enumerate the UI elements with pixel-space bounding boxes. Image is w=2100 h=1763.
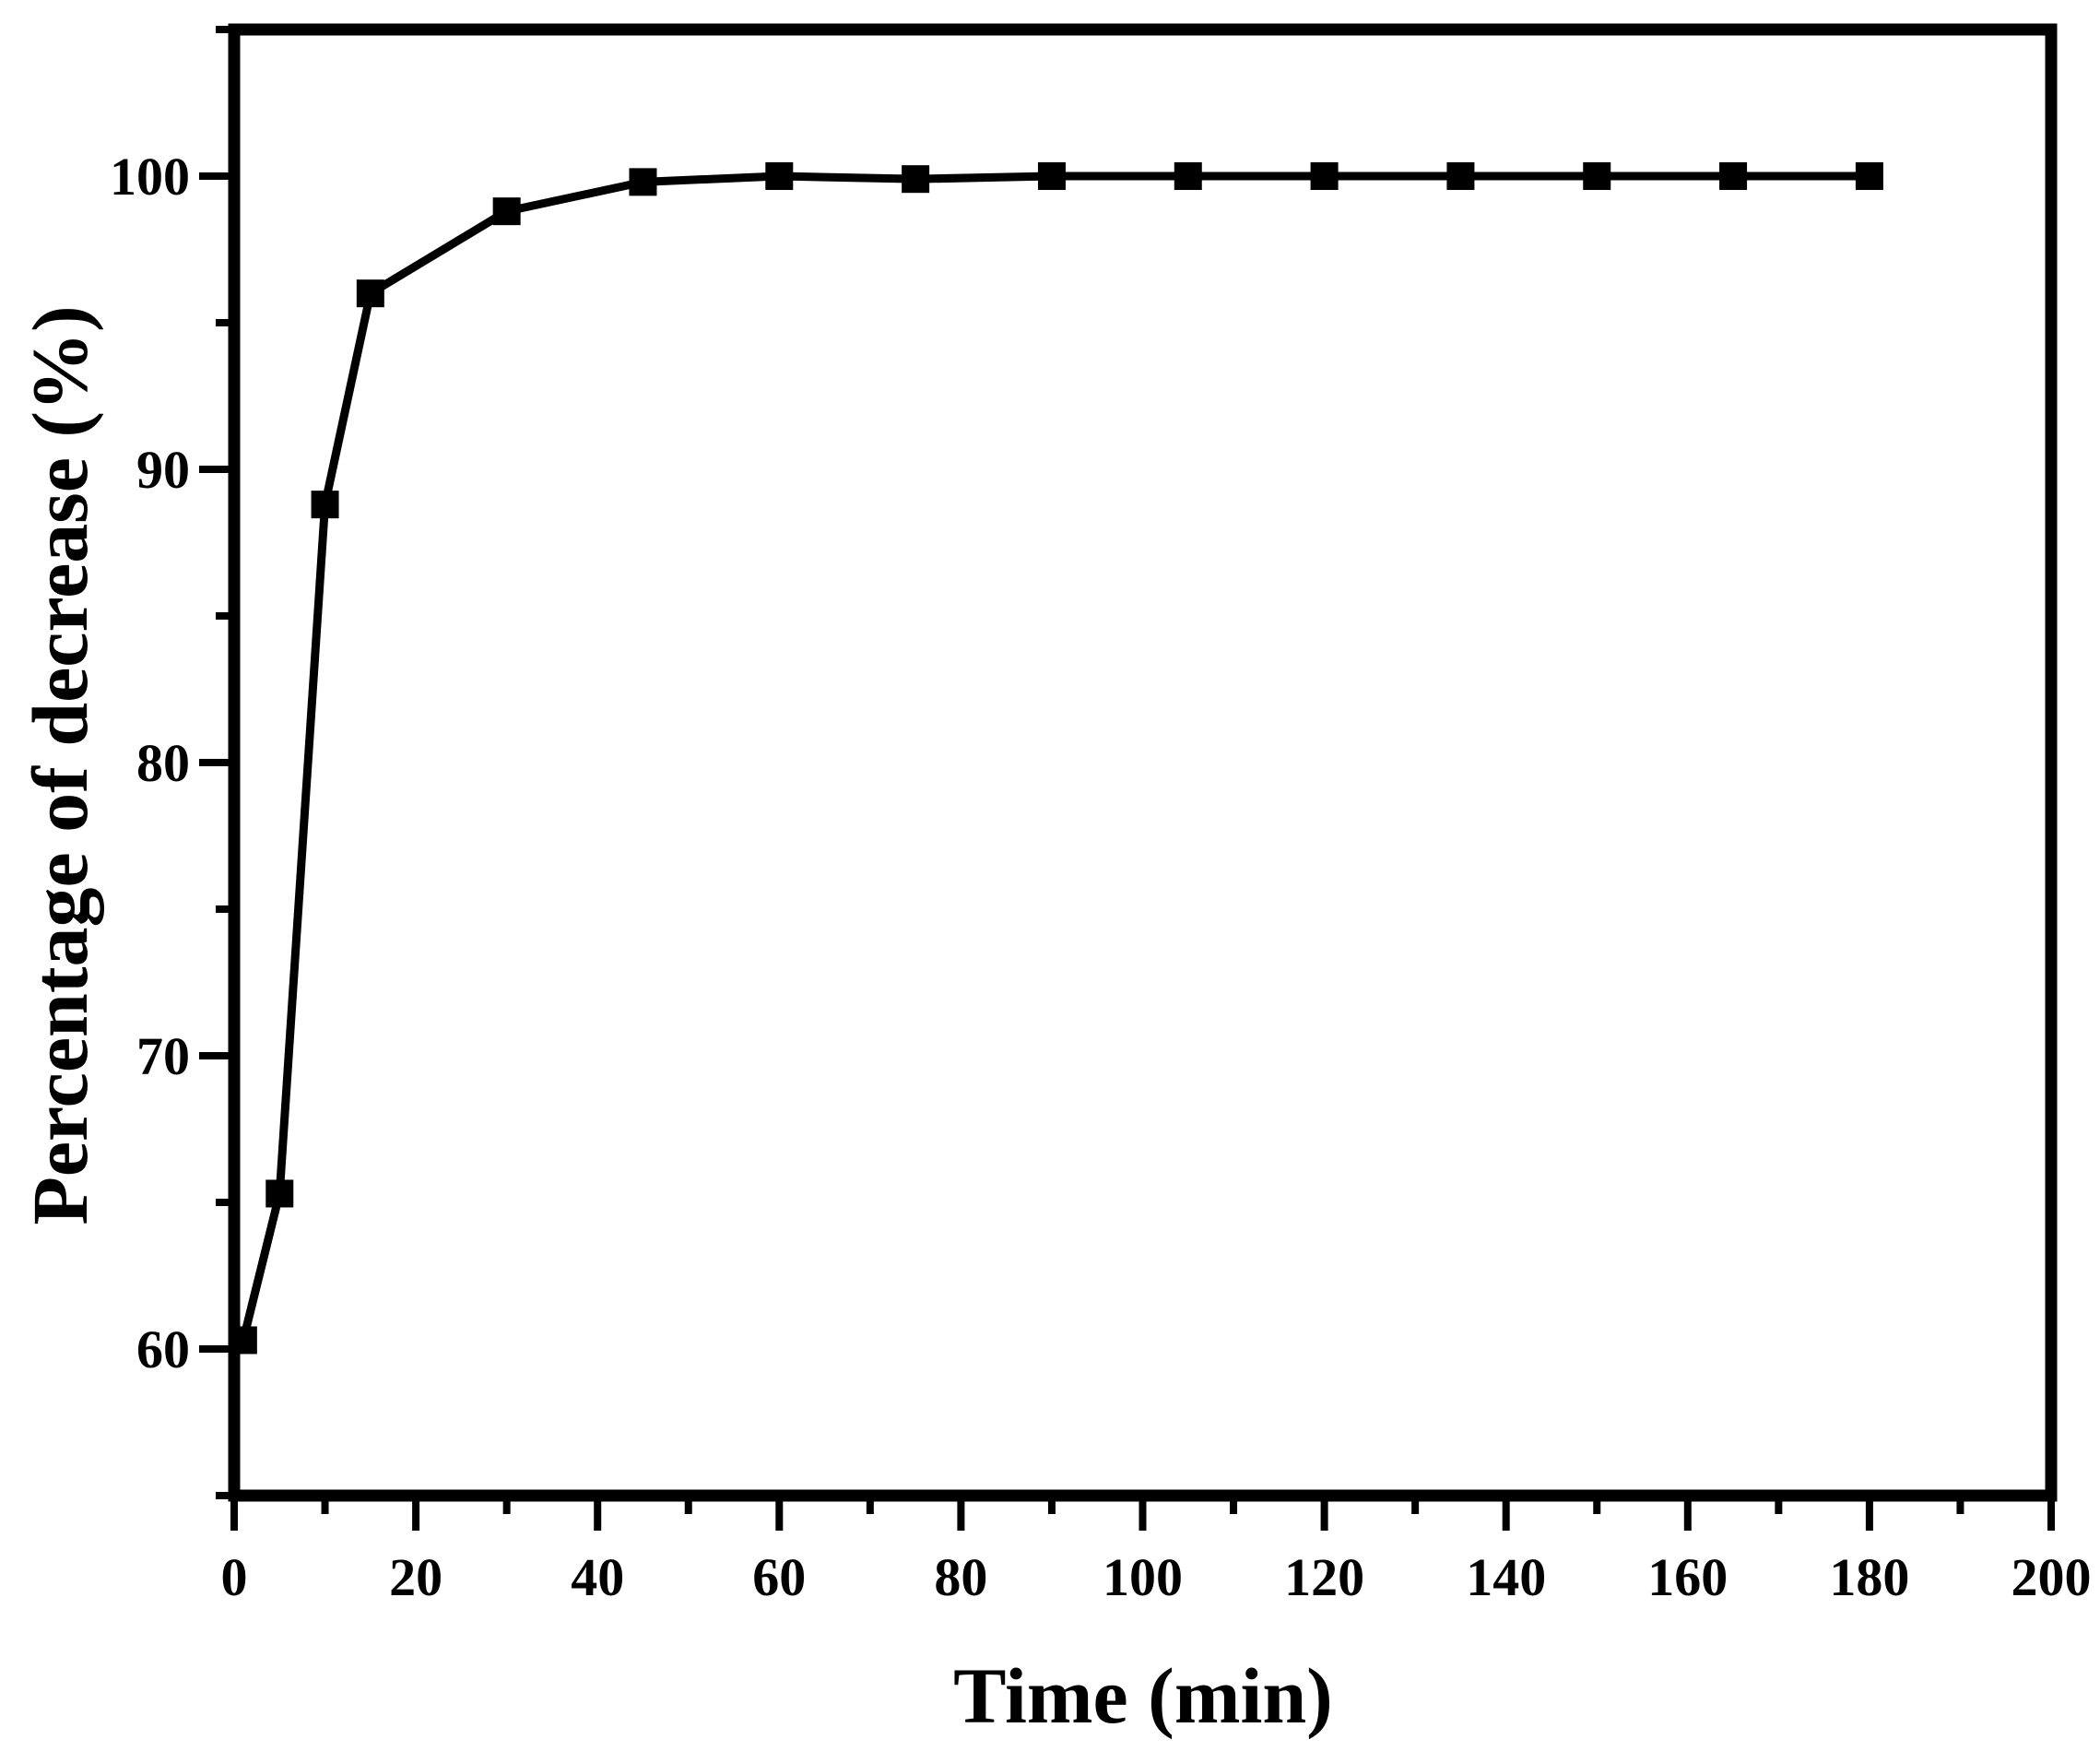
data-point-marker: [1446, 162, 1475, 190]
y-tick-label: 60: [136, 1319, 190, 1379]
y-axis-ticks: 60 70 80 90 100: [110, 26, 234, 1499]
x-tick-label: 20: [389, 1547, 442, 1607]
x-axis-title: Time (min): [953, 1651, 1333, 1740]
y-tick-label: 70: [136, 1026, 190, 1086]
data-point-marker: [1719, 162, 1748, 190]
series-line: [239, 172, 1870, 1342]
series-layer: [229, 162, 1883, 1355]
y-tick-label: 100: [110, 147, 190, 207]
data-point-marker: [902, 165, 930, 194]
data-point-marker: [765, 162, 794, 190]
x-tick-label: 40: [571, 1547, 624, 1607]
plot-border: [228, 23, 2058, 1502]
data-point-marker: [1174, 162, 1202, 190]
x-tick-label: 180: [1829, 1547, 1909, 1607]
x-tick-label: 60: [752, 1547, 806, 1607]
data-point-marker: [356, 279, 384, 308]
data-point-marker: [1583, 162, 1611, 190]
data-point-marker: [492, 197, 521, 226]
plot-frame: [228, 23, 2058, 1502]
data-point-marker: [1037, 162, 1066, 190]
x-tick-label: 100: [1103, 1547, 1183, 1607]
x-tick-label: 160: [1647, 1547, 1728, 1607]
x-tick-label: 120: [1284, 1547, 1364, 1607]
data-point-marker: [1855, 162, 1883, 190]
data-point-marker: [629, 168, 657, 196]
y-tick-label: 90: [136, 440, 190, 500]
data-point-marker: [265, 1179, 294, 1208]
x-tick-label: 140: [1466, 1547, 1546, 1607]
x-tick-label: 80: [934, 1547, 987, 1607]
data-point-marker: [311, 491, 339, 519]
y-tick-label: 80: [136, 733, 190, 793]
data-point-marker: [1310, 162, 1339, 190]
x-tick-label: 200: [2012, 1547, 2092, 1607]
y-axis-title: Percentage of decrease (%): [16, 305, 104, 1225]
x-tick-label: 0: [221, 1547, 248, 1607]
x-axis-ticks: 0 20 40 60 80 100 120 140 160 180 200: [221, 1496, 2092, 1607]
data-point-marker: [229, 1326, 257, 1355]
